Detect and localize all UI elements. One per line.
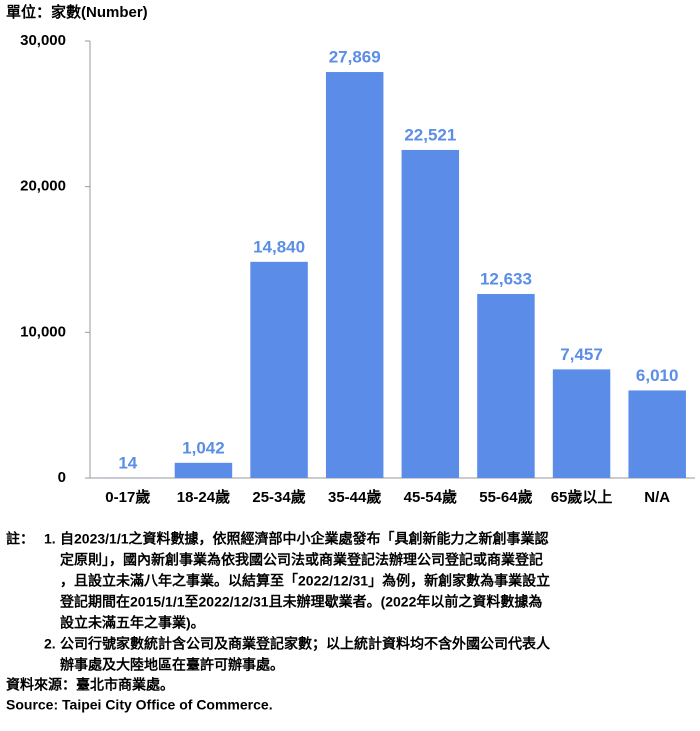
y-tick-label: 0 bbox=[58, 469, 66, 486]
x-tick-label: 25-34歲 bbox=[252, 488, 305, 506]
y-tick-label: 30,000 bbox=[20, 32, 66, 49]
x-tick-label: 0-17歲 bbox=[105, 488, 150, 506]
unit-label: 單位：家數(Number) bbox=[6, 3, 148, 21]
source-zh: 資料來源：臺北市商業處。 bbox=[6, 677, 174, 693]
note-number: 1. bbox=[44, 531, 56, 547]
x-tick-label: 18-24歲 bbox=[177, 488, 230, 506]
x-tick-label: 35-44歲 bbox=[328, 488, 381, 506]
bar bbox=[250, 262, 307, 478]
x-tick-label: 65歲以上 bbox=[551, 488, 613, 506]
value-label: 14 bbox=[118, 453, 137, 472]
notes-label: 註： bbox=[6, 531, 34, 547]
bar bbox=[628, 390, 685, 478]
note-line: 辦事處及大陸地區在臺許可辦事處。 bbox=[60, 657, 284, 673]
note-line: 設立未滿五年之事業)。 bbox=[60, 615, 205, 631]
value-label: 14,840 bbox=[253, 237, 305, 256]
y-tick-label: 10,000 bbox=[20, 323, 66, 340]
bar bbox=[175, 463, 232, 478]
value-label: 22,521 bbox=[404, 125, 456, 144]
x-tick-label: 55-64歲 bbox=[479, 488, 532, 506]
value-label: 6,010 bbox=[636, 366, 679, 385]
value-label: 1,042 bbox=[182, 438, 225, 457]
y-tick-label: 20,000 bbox=[20, 178, 66, 195]
x-tick-label: N/A bbox=[644, 489, 670, 506]
value-label: 27,869 bbox=[329, 48, 381, 67]
x-tick-label: 45-54歲 bbox=[404, 488, 457, 506]
note-line: 公司行號家數統計含公司及商業登記家數；以上統計資料均不含外國公司代表人 bbox=[60, 636, 551, 653]
value-label: 12,633 bbox=[480, 269, 532, 288]
note-line: 登記期間在2015/1/1至2022/12/31且未辦理歇業者。(2022年以前… bbox=[59, 594, 542, 610]
note-line: ，且設立未滿八年之事業。以結算至「2022/12/31」為例，新創家數為事業設立 bbox=[60, 573, 550, 589]
value-label: 7,457 bbox=[560, 345, 603, 364]
bar bbox=[326, 72, 383, 478]
source-en: Source: Taipei City Office of Commerce. bbox=[6, 697, 273, 713]
bar bbox=[477, 294, 534, 478]
bar bbox=[402, 150, 459, 478]
note-line: 定原則」，國內新創事業為依我國公司法或商業登記法辦理公司登記或商業登記 bbox=[60, 552, 543, 568]
bar bbox=[553, 369, 610, 478]
note-number: 2. bbox=[44, 636, 56, 652]
note-line: 自2023/1/1之資料數據，依照經濟部中小企業處發布「具創新能力之新創事業認 bbox=[60, 531, 549, 547]
